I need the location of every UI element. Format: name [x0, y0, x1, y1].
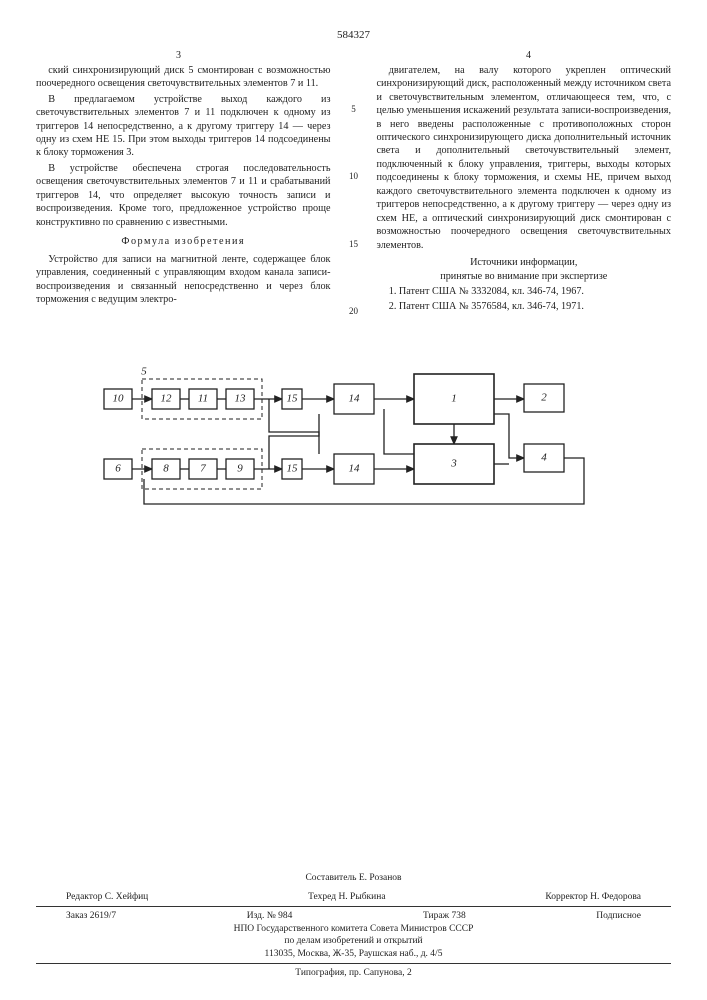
- svg-text:9: 9: [237, 462, 243, 474]
- source-item: 2. Патент США № 3576584, кл. 346-74, 197…: [377, 300, 672, 313]
- svg-text:14: 14: [348, 392, 360, 404]
- line-num: 5: [349, 104, 359, 118]
- svg-text:10: 10: [112, 392, 124, 404]
- line-num: 20: [349, 306, 359, 320]
- line-num: 10: [349, 171, 359, 185]
- svg-text:13: 13: [234, 392, 246, 404]
- imprint-footer: Составитель Е. Розанов Редактор С. Хейфи…: [36, 872, 671, 980]
- svg-text:15: 15: [286, 392, 298, 404]
- two-column-text: ский синхронизирующий диск 5 смонтирован…: [36, 64, 671, 320]
- formula-header: Формула изобретения: [36, 235, 331, 248]
- credits-row: Редактор С. Хейфиц Техред Н. Рыбкина Кор…: [36, 891, 671, 904]
- diagram-label-5: 5: [141, 365, 147, 377]
- org-line: по делам изобретений и открытий: [36, 935, 671, 948]
- block-diagram: 5: [36, 354, 671, 524]
- svg-text:3: 3: [450, 457, 457, 469]
- document-number: 584327: [36, 28, 671, 43]
- tirazh: Тираж 738: [423, 910, 466, 923]
- source-item: 1. Патент США № 3332084, кл. 346-74, 196…: [377, 285, 672, 298]
- svg-text:11: 11: [197, 392, 207, 404]
- subscription: Подписное: [596, 910, 641, 923]
- svg-text:15: 15: [286, 462, 298, 474]
- compiler: Составитель Е. Розанов: [36, 872, 671, 885]
- diagram-svg: 5: [94, 354, 614, 524]
- sources-header: Источники информации, принятые во вниман…: [377, 256, 672, 283]
- para: Устройство для записи на магнитной ленте…: [36, 253, 331, 307]
- svg-text:6: 6: [115, 462, 121, 474]
- svg-text:2: 2: [541, 391, 547, 403]
- org-line: НПО Государственного комитета Совета Мин…: [36, 923, 671, 936]
- svg-text:8: 8: [163, 462, 169, 474]
- tech-editor: Техред Н. Рыбкина: [308, 891, 385, 904]
- print-info-row: Заказ 2619/7 Изд. № 984 Тираж 738 Подпис…: [36, 910, 671, 923]
- right-column: двигателем, на валу которого укреплен оп…: [377, 64, 672, 320]
- svg-text:1: 1: [451, 392, 457, 404]
- line-num: 15: [349, 239, 359, 253]
- page-num-right: 4: [526, 49, 531, 62]
- svg-text:7: 7: [200, 462, 206, 474]
- order-num: Заказ 2619/7: [66, 910, 116, 923]
- para: двигателем, на валу которого укреплен оп…: [377, 64, 672, 252]
- para: В устройстве обеспечена строгая последов…: [36, 162, 331, 229]
- svg-text:14: 14: [348, 462, 360, 474]
- patent-page: 584327 3 4 ский синхронизирующий диск 5 …: [0, 0, 707, 1000]
- para: ский синхронизирующий диск 5 смонтирован…: [36, 64, 331, 91]
- svg-text:4: 4: [541, 451, 547, 463]
- para: В предлагаемом устройстве выход каждого …: [36, 93, 331, 160]
- svg-text:12: 12: [160, 392, 172, 404]
- page-num-left: 3: [176, 49, 181, 62]
- edition-num: Изд. № 984: [247, 910, 293, 923]
- diagram-nodes: 10 12 11 13 15 14 1 2 4 6 8 7 9 15 14 3: [104, 374, 564, 484]
- corrector: Корректор Н. Федорова: [545, 891, 641, 904]
- typography: Типография, пр. Сапунова, 2: [36, 967, 671, 980]
- editor: Редактор С. Хейфиц: [66, 891, 148, 904]
- address: 113035, Москва, Ж-35, Раушская наб., д. …: [36, 948, 671, 961]
- left-column: ский синхронизирующий диск 5 смонтирован…: [36, 64, 331, 320]
- line-number-gutter: 5 10 15 20: [349, 64, 359, 320]
- page-numbers: 3 4: [36, 49, 671, 62]
